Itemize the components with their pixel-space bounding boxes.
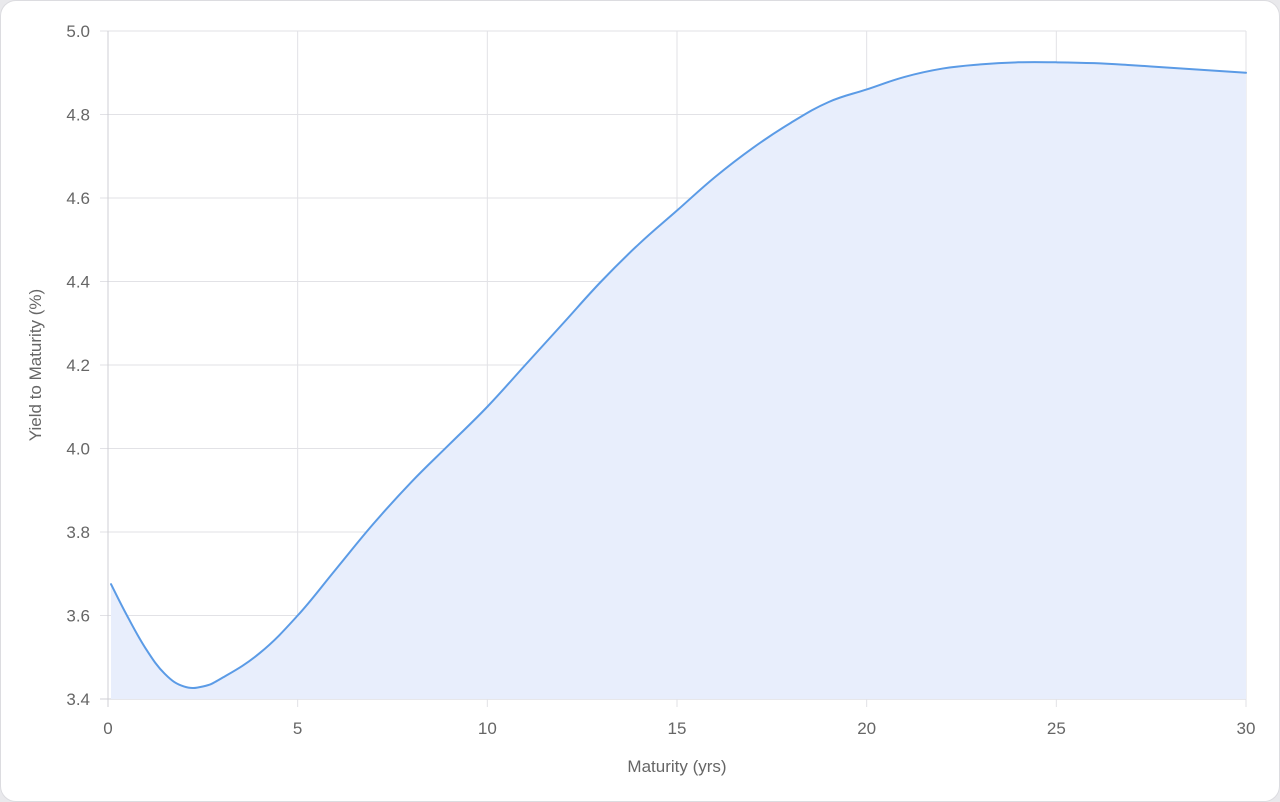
area-layer	[111, 62, 1246, 699]
y-tick-label: 4.0	[66, 440, 90, 459]
x-tick-label: 20	[857, 719, 876, 738]
yield-curve-chart: 3.43.63.84.04.24.44.64.85.00 5 10 15 20 25 30 …	[26, 22, 1255, 776]
y-tick-label: 5.0	[66, 22, 90, 41]
x-tick-label: 5	[293, 719, 302, 738]
y-tick-label: 3.8	[66, 523, 90, 542]
x-tick-label: 15	[668, 719, 687, 738]
series-area	[111, 62, 1246, 699]
y-tick-label: 4.4	[66, 273, 90, 292]
x-tick-label: 0	[103, 719, 112, 738]
y-tick-label: 3.4	[66, 690, 90, 709]
line-layer	[110, 61, 1247, 690]
y-tick-label: 4.8	[66, 106, 90, 125]
x-tick-label: 25	[1047, 719, 1066, 738]
x-tick-label: 10	[478, 719, 497, 738]
y-axis-title: Yield to Maturity (%)	[26, 289, 45, 441]
tick-labels: 3.4 3.6 3.8 4.0 4.2 4.4 4.6 4.8 5.0 0 5 10 15 20 25 30	[66, 22, 1255, 738]
y-tick-label: 3.6	[66, 607, 90, 626]
series-line	[110, 61, 1247, 690]
y-tick-label: 4.2	[66, 356, 90, 375]
x-axis-title: Maturity (yrs)	[627, 757, 726, 776]
y-tick-label: 4.6	[66, 189, 90, 208]
x-tick-label: 30	[1237, 719, 1256, 738]
